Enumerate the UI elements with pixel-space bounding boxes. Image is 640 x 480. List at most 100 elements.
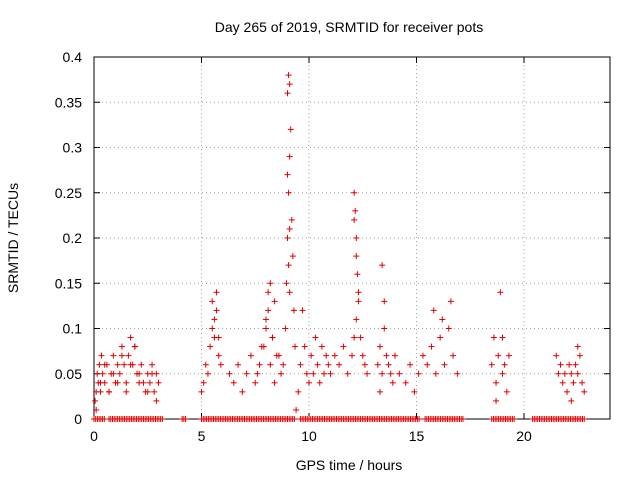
data-point bbox=[301, 343, 308, 350]
data-point bbox=[357, 334, 364, 341]
data-point bbox=[385, 361, 392, 368]
data-point bbox=[314, 361, 321, 368]
data-point bbox=[239, 388, 246, 395]
data-point bbox=[155, 379, 162, 386]
data-point bbox=[182, 416, 189, 422]
data-point bbox=[110, 370, 117, 377]
y-tick-label: 0.05 bbox=[55, 366, 82, 382]
data-point bbox=[114, 379, 121, 386]
data-point bbox=[101, 361, 108, 368]
x-tick-label: 0 bbox=[90, 428, 98, 444]
y-tick-label: 0.4 bbox=[63, 49, 83, 65]
data-point bbox=[325, 361, 332, 368]
data-point bbox=[359, 352, 366, 359]
data-point bbox=[353, 235, 360, 241]
data-point bbox=[379, 262, 386, 269]
data-point bbox=[576, 352, 583, 359]
data-point bbox=[459, 416, 466, 422]
data-point bbox=[151, 388, 158, 395]
data-point bbox=[271, 298, 278, 305]
data-point bbox=[416, 416, 423, 422]
data-point bbox=[290, 307, 297, 314]
data-point bbox=[559, 379, 566, 386]
data-point bbox=[118, 343, 125, 350]
data-point bbox=[202, 361, 209, 368]
data-point bbox=[283, 280, 290, 287]
data-point bbox=[493, 379, 500, 386]
data-point bbox=[447, 298, 454, 305]
data-point bbox=[282, 325, 289, 332]
data-point bbox=[149, 370, 156, 377]
data-point bbox=[318, 343, 325, 350]
data-point bbox=[146, 379, 153, 386]
data-points bbox=[91, 72, 588, 422]
data-point bbox=[376, 388, 383, 395]
data-point bbox=[381, 298, 388, 305]
data-point bbox=[252, 379, 259, 386]
data-point bbox=[97, 379, 104, 386]
data-point bbox=[127, 334, 134, 341]
data-point bbox=[198, 388, 205, 395]
data-point bbox=[153, 397, 160, 404]
data-point bbox=[355, 289, 362, 296]
data-point bbox=[138, 361, 145, 368]
data-point bbox=[499, 370, 506, 377]
data-point bbox=[574, 370, 581, 377]
data-point bbox=[336, 361, 343, 368]
data-point bbox=[127, 361, 134, 368]
data-point bbox=[267, 361, 274, 368]
data-point bbox=[308, 352, 315, 359]
x-tick-label: 20 bbox=[516, 428, 532, 444]
data-point bbox=[200, 379, 207, 386]
data-point bbox=[288, 216, 295, 223]
data-point bbox=[263, 316, 269, 323]
data-point bbox=[303, 370, 310, 377]
data-point bbox=[389, 379, 396, 386]
data-point bbox=[263, 325, 269, 332]
data-point bbox=[323, 352, 330, 359]
data-point bbox=[564, 388, 570, 395]
data-point bbox=[275, 352, 282, 359]
data-point bbox=[136, 370, 143, 377]
data-point bbox=[271, 379, 278, 386]
y-tick-label: 0.15 bbox=[55, 275, 82, 291]
data-point bbox=[331, 352, 338, 359]
data-point bbox=[424, 361, 431, 368]
data-point bbox=[93, 406, 100, 413]
data-point bbox=[278, 370, 285, 377]
data-point bbox=[285, 189, 292, 196]
data-point bbox=[568, 370, 575, 377]
data-point bbox=[570, 379, 577, 386]
data-point bbox=[286, 153, 293, 160]
data-point bbox=[292, 343, 299, 350]
data-point bbox=[110, 352, 117, 359]
data-point bbox=[306, 379, 312, 386]
data-point bbox=[511, 416, 518, 422]
data-point bbox=[213, 289, 220, 296]
data-point bbox=[211, 316, 218, 323]
data-point bbox=[495, 352, 502, 359]
y-tick-label: 0.3 bbox=[63, 140, 83, 156]
data-point bbox=[131, 343, 138, 350]
data-point bbox=[566, 361, 573, 368]
y-tick-label: 0.25 bbox=[55, 185, 82, 201]
data-point bbox=[310, 370, 317, 377]
data-point bbox=[553, 352, 560, 359]
data-point bbox=[364, 370, 371, 377]
data-point bbox=[226, 370, 233, 377]
data-point bbox=[286, 225, 293, 232]
data-point bbox=[396, 370, 403, 377]
data-point bbox=[574, 343, 581, 350]
data-point bbox=[285, 262, 292, 269]
data-point bbox=[383, 352, 390, 359]
data-point bbox=[114, 361, 121, 368]
data-point bbox=[499, 334, 506, 341]
data-point bbox=[497, 289, 504, 296]
data-point bbox=[269, 334, 276, 341]
data-point bbox=[437, 334, 444, 341]
data-point bbox=[316, 379, 323, 386]
data-point bbox=[140, 379, 147, 386]
data-point bbox=[581, 416, 588, 422]
x-tick-labels: 0 5 10 15 20 bbox=[90, 428, 532, 444]
data-point bbox=[351, 216, 358, 223]
